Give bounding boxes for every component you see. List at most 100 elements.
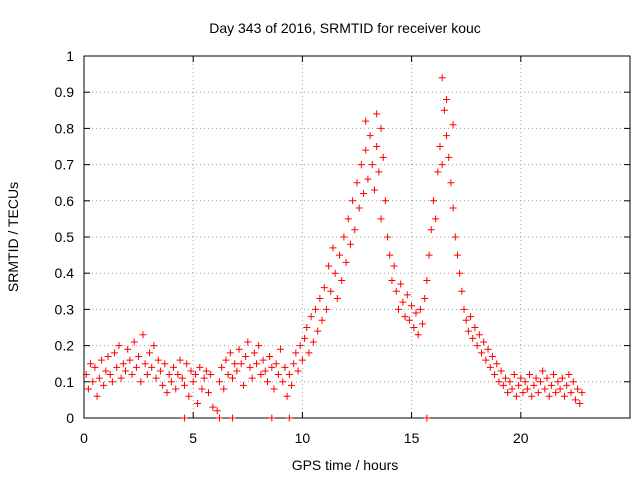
data-point xyxy=(419,320,427,328)
data-point xyxy=(237,360,245,368)
data-point xyxy=(215,414,223,422)
data-point xyxy=(209,403,217,411)
data-point xyxy=(532,374,540,382)
data-point xyxy=(259,356,267,364)
data-point xyxy=(517,374,525,382)
data-point xyxy=(362,117,370,125)
data-point xyxy=(534,389,542,397)
data-point xyxy=(333,295,341,303)
data-point xyxy=(554,378,562,386)
data-point xyxy=(541,385,549,393)
data-point xyxy=(235,345,243,353)
data-point xyxy=(495,378,503,386)
data-point xyxy=(386,251,394,259)
data-point xyxy=(357,161,365,169)
data-point xyxy=(82,371,90,379)
data-point xyxy=(318,316,326,324)
data-point xyxy=(200,374,208,382)
data-point xyxy=(303,324,311,331)
data-point xyxy=(312,305,320,313)
data-point xyxy=(475,331,483,339)
data-point xyxy=(117,374,125,382)
data-point xyxy=(360,190,368,198)
data-point xyxy=(244,338,252,346)
data-point xyxy=(128,371,136,379)
data-point xyxy=(399,298,407,306)
data-point xyxy=(379,153,387,161)
data-point xyxy=(482,356,490,364)
data-point xyxy=(449,121,457,129)
data-point xyxy=(246,363,254,371)
data-point xyxy=(526,371,534,379)
data-point xyxy=(515,381,523,389)
data-point xyxy=(447,179,455,187)
data-point xyxy=(104,352,112,360)
data-point xyxy=(292,349,300,357)
data-point xyxy=(458,287,466,295)
x-tick-label: 5 xyxy=(189,430,197,446)
data-point xyxy=(93,392,101,400)
data-point xyxy=(432,215,440,223)
data-point xyxy=(414,331,422,339)
data-point xyxy=(285,414,293,422)
data-point xyxy=(467,313,475,321)
data-point xyxy=(462,316,470,324)
data-point xyxy=(346,240,354,248)
data-point xyxy=(277,345,285,353)
data-point xyxy=(314,327,322,335)
grid xyxy=(84,56,630,418)
data-point xyxy=(261,367,269,375)
data-point xyxy=(416,305,424,313)
data-point xyxy=(196,363,204,371)
data-point xyxy=(108,378,116,386)
data-point xyxy=(443,132,451,140)
data-point xyxy=(283,392,291,400)
data-point xyxy=(443,95,451,103)
data-point xyxy=(412,309,420,317)
data-point xyxy=(191,371,199,379)
data-point xyxy=(451,233,459,241)
data-point xyxy=(272,360,280,368)
data-point xyxy=(438,74,446,82)
data-point xyxy=(248,374,256,382)
data-point xyxy=(298,356,306,364)
data-point xyxy=(222,356,230,364)
data-point xyxy=(121,367,129,375)
data-point xyxy=(215,378,223,386)
data-point xyxy=(327,287,335,295)
data-point xyxy=(150,342,158,350)
data-point xyxy=(375,168,383,176)
y-tick-label: 0 xyxy=(66,410,74,426)
data-point xyxy=(266,352,274,360)
data-point xyxy=(257,371,265,379)
data-point xyxy=(218,363,226,371)
data-point xyxy=(491,371,499,379)
data-point xyxy=(226,349,234,357)
data-point xyxy=(102,367,110,375)
data-point xyxy=(429,197,437,205)
data-point xyxy=(172,385,180,393)
y-tick-label: 0.9 xyxy=(55,84,75,100)
data-point xyxy=(305,349,313,357)
data-point xyxy=(189,378,197,386)
data-point xyxy=(111,349,119,357)
data-point xyxy=(512,392,520,400)
data-point xyxy=(229,374,237,382)
data-point xyxy=(124,345,132,353)
data-point xyxy=(126,356,134,364)
y-tick-label: 0.7 xyxy=(55,157,75,173)
data-point xyxy=(263,378,271,386)
data-point xyxy=(563,381,571,389)
data-point xyxy=(268,414,276,422)
data-point xyxy=(156,367,164,375)
data-point xyxy=(539,367,547,375)
data-point xyxy=(307,313,315,321)
data-point xyxy=(355,204,363,212)
data-point xyxy=(87,360,95,368)
data-point xyxy=(178,374,186,382)
data-point xyxy=(183,360,191,368)
data-point xyxy=(486,363,494,371)
data-point xyxy=(139,331,147,339)
data-point xyxy=(493,360,501,368)
data-point xyxy=(250,349,258,357)
